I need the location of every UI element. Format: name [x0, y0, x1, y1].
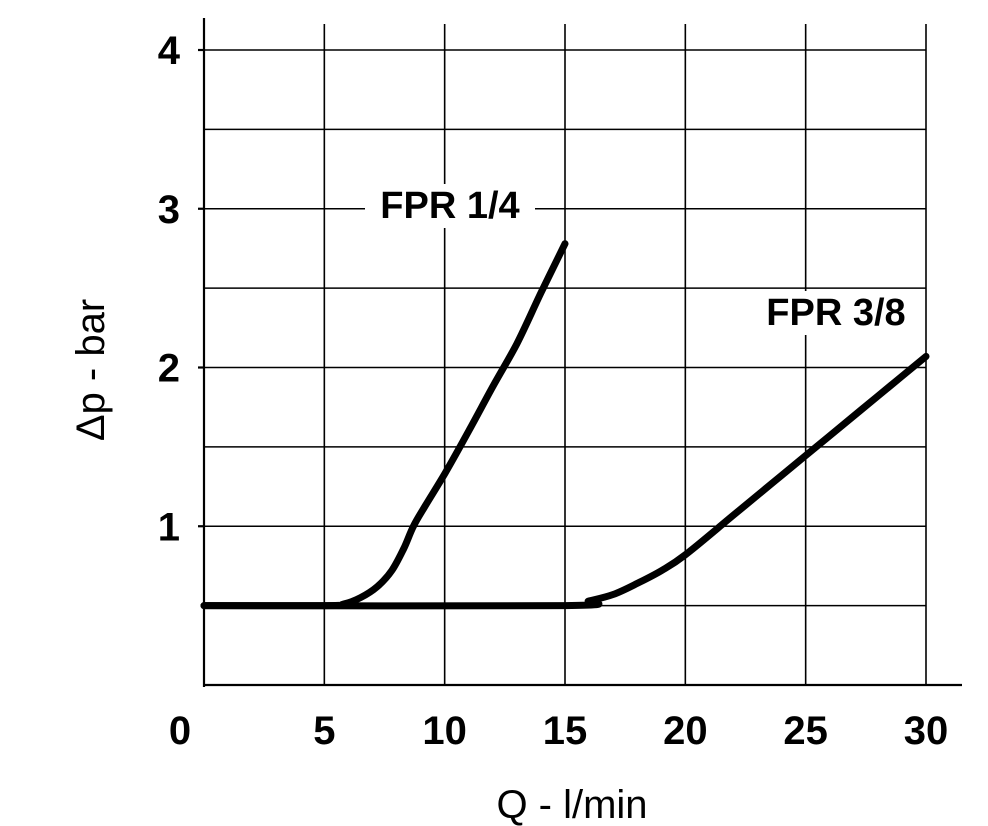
x-tick-label: 10: [422, 709, 467, 753]
x-axis-label: Q - l/min: [496, 783, 647, 826]
series-line: [200, 352, 930, 610]
x-tick-label: 15: [543, 709, 588, 753]
x-tick-label: 30: [904, 709, 949, 753]
x-tick-label: 25: [783, 709, 828, 753]
series-curves: [200, 240, 930, 610]
y-axis-label: Δp - bar: [69, 299, 113, 441]
grid: [204, 24, 927, 685]
series-labels: FPR 1/4 FPR 3/8: [365, 184, 921, 335]
x-tick-label: 20: [663, 709, 708, 753]
series-label-backing: [751, 291, 921, 335]
x-tick-label: 0: [169, 709, 191, 753]
series-line: [200, 240, 569, 610]
y-tick-label: 2: [158, 347, 180, 391]
x-tick-label: 5: [313, 709, 335, 753]
series-label: FPR 3/8: [766, 292, 905, 334]
y-tick-label: 3: [158, 188, 180, 232]
y-tick-label: 1: [158, 505, 180, 549]
series-label-backing: [365, 184, 535, 228]
y-tick-label: 4: [158, 29, 181, 73]
series-label: FPR 1/4: [380, 185, 519, 227]
tick-labels: 0 5 10 15 20 25 30 1 2 3 4: [158, 29, 949, 753]
axes: [198, 18, 962, 687]
